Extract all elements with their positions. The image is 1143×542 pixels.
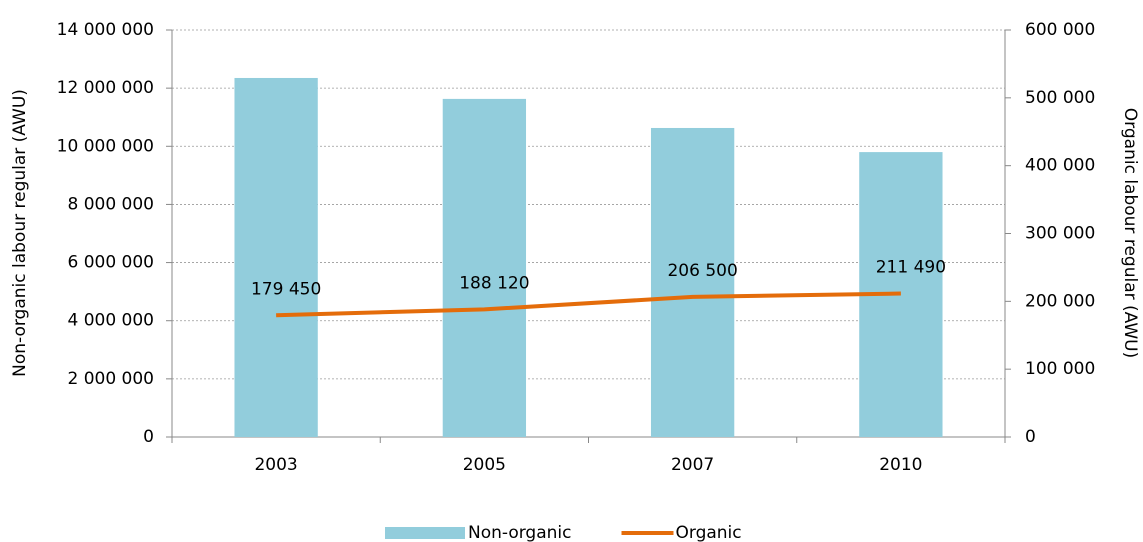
- bar: [650, 127, 735, 438]
- x-tick-label: 2005: [463, 455, 506, 475]
- y-axis-title: Non-organic labour regular (AWU): [10, 89, 30, 377]
- bar: [234, 77, 318, 437]
- line: [276, 291, 901, 318]
- y2-tick-label: 200 000: [1025, 291, 1095, 311]
- bar: [442, 98, 527, 437]
- data-label: 206 500: [667, 261, 737, 281]
- y2-tick-label: 600 000: [1025, 20, 1095, 40]
- y-tick-label: 2 000 000: [67, 369, 154, 389]
- legend-label: Organic: [676, 523, 742, 542]
- y-tick-label: 10 000 000: [57, 136, 154, 156]
- y2-tick-label: 500 000: [1025, 88, 1095, 108]
- y2-tick-label: 100 000: [1025, 359, 1095, 379]
- x-tick-label: 2007: [671, 455, 714, 475]
- y2-tick-label: 400 000: [1025, 156, 1095, 176]
- y2-tick-label: 0: [1025, 427, 1036, 447]
- legend-swatch: [385, 527, 465, 539]
- y2-tick-label: 300 000: [1025, 224, 1095, 244]
- y-tick-label: 8 000 000: [67, 194, 154, 214]
- y-tick-label: 0: [143, 427, 154, 447]
- y-tick-label: 14 000 000: [57, 20, 154, 40]
- x-tick-label: 2003: [254, 455, 297, 475]
- y2-axis-title: Organic labour regular (AWU): [1120, 108, 1140, 358]
- y-tick-label: 4 000 000: [67, 311, 154, 331]
- legend-label: Non-organic: [468, 523, 572, 542]
- y-tick-label: 12 000 000: [57, 78, 154, 98]
- data-label: 179 450: [251, 279, 321, 299]
- y-tick-label: 6 000 000: [67, 253, 154, 273]
- x-tick-label: 2010: [879, 455, 922, 475]
- data-label: 188 120: [459, 273, 529, 293]
- data-label: 211 490: [876, 258, 946, 278]
